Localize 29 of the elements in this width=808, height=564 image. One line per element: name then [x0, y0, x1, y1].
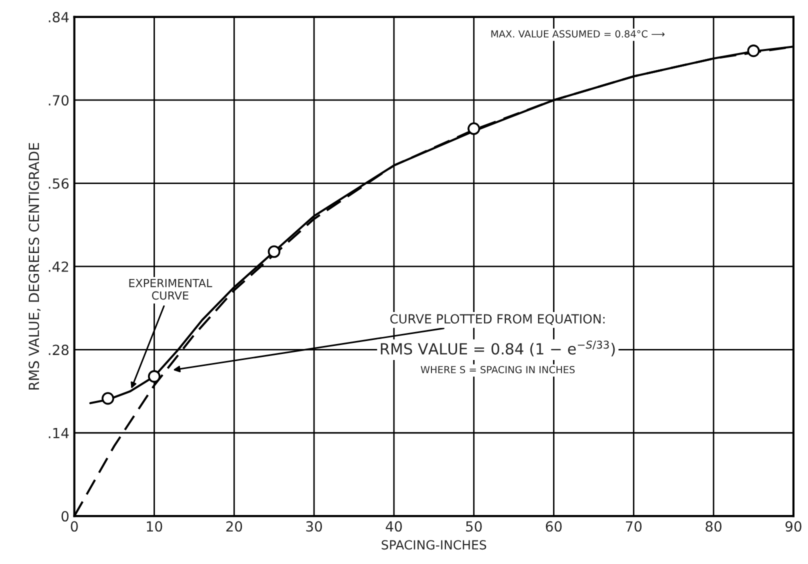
x-tick-label: 20 [226, 521, 242, 532]
x-axis-title: SPACING-INCHES [382, 540, 486, 550]
x-tick-label: 0 [70, 521, 78, 532]
x-tick-label: 60 [546, 521, 562, 532]
annotation: CURVE PLOTTED FROM EQUATION: [390, 314, 605, 326]
y-tick-label: .84 [48, 12, 69, 22]
y-tick-label: .56 [48, 178, 69, 189]
x-tick-label: 40 [386, 521, 402, 532]
y-tick-label: .42 [48, 261, 68, 272]
y-tick-label: .14 [48, 428, 69, 438]
y-tick-label: .28 [48, 344, 69, 356]
annotation: WHERE S = SPACING IN INCHES [420, 366, 575, 374]
y-tick-label: 0 [62, 511, 69, 522]
x-tick-label: 70 [626, 521, 642, 532]
x-tick-label: 80 [706, 521, 722, 532]
annotation: MAX. VALUE ASSUMED = 0.84°C ⟶ [491, 30, 665, 38]
x-tick-label: 10 [146, 521, 162, 532]
y-axis-title: RMS VALUE, DEGREES CENTIGRADE [28, 143, 41, 390]
point [148, 370, 161, 383]
annotation: EXPERIMENTAL CURVE [129, 279, 212, 300]
point [268, 245, 280, 258]
point [468, 122, 480, 135]
x-tick-label: 50 [466, 521, 482, 532]
annotation: RMS VALUE = 0.84 (1 − e$^{−S/33}$) [380, 340, 615, 356]
x-tick-label: 90 [785, 521, 802, 532]
y-tick-label: .70 [48, 95, 69, 106]
point [102, 392, 114, 405]
x-tick-label: 30 [306, 521, 322, 532]
point [747, 44, 760, 58]
